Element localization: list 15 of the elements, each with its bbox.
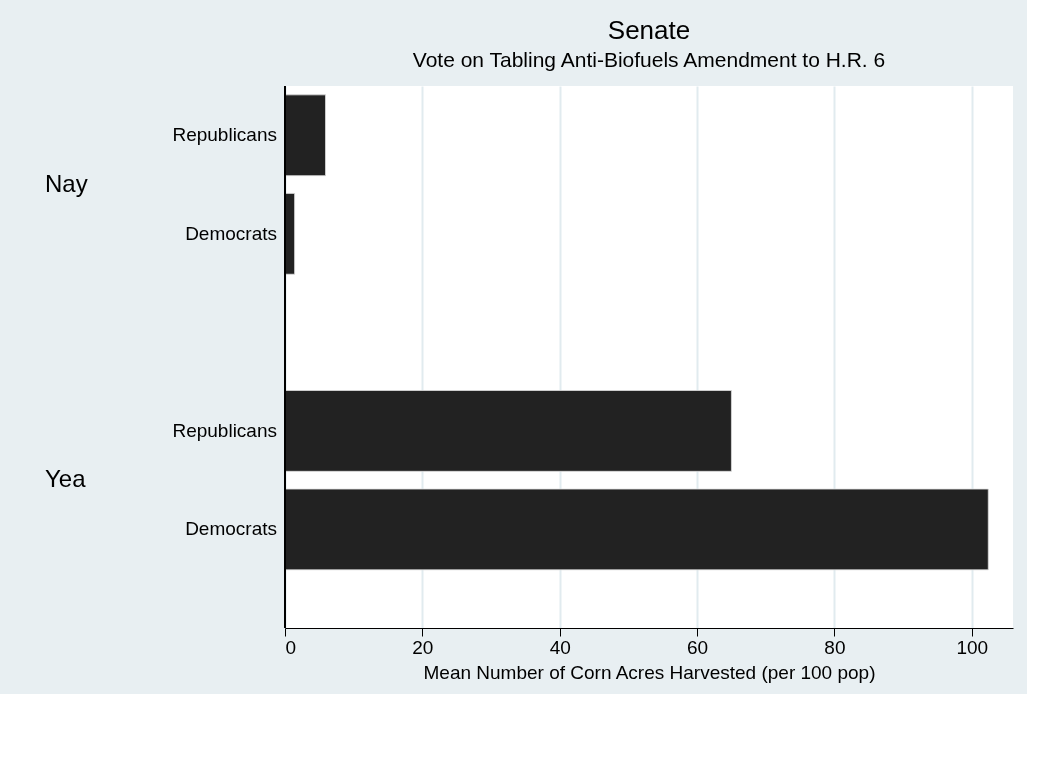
x-tick-label: 40 [549,636,571,658]
chart-subtitle: Vote on Tabling Anti-Biofuels Amendment to H.R. 6 [412,48,886,72]
x-axis-title: Mean Number of Corn Acres Harvested (per 100 pop) [423,661,876,683]
y-tick-label: Republicans [172,419,277,441]
x-tick-label: 20 [412,636,434,658]
y-tick-label: Republicans [172,124,277,146]
x-tick-label: 100 [956,636,989,658]
text: Nay [45,169,88,197]
x-tick-label: 80 [824,636,846,658]
x-tick-label: 0 [285,636,297,658]
text: Yea [45,465,87,493]
x-tick-label: 60 [687,636,709,658]
y-tick-label: Democrats [185,518,277,540]
chart-title: Senate [607,15,691,46]
y-tick-label: Democrats [185,222,277,244]
